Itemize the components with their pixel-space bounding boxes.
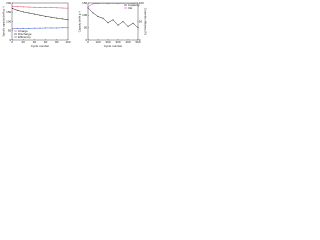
y-tick-label: 100 [82,13,87,17]
x-tick-label: 400 [125,40,130,44]
point [50,16,52,18]
point [97,3,99,5]
point [17,28,19,30]
point [12,8,14,10]
y2-tick-label: 100 [139,1,144,5]
point [28,12,30,14]
point [92,12,94,14]
x-tick-label: 200 [105,40,110,44]
point [45,15,47,17]
legend-label: Discharge [18,32,32,36]
point [132,3,134,5]
point [17,6,19,8]
x-tick-label: 0 [11,40,13,44]
y-tick-label: 200 [6,1,11,5]
y2-axis-label: Coulombic efficiency (%) [143,8,146,36]
point [45,7,47,9]
point [22,6,24,8]
point [12,5,14,7]
point [22,11,24,13]
point [107,22,109,24]
point [39,27,41,29]
y-tick-label: 0 [10,38,12,42]
point [132,22,134,24]
point [28,6,30,8]
x-tick-label: 100 [95,40,100,44]
point [33,27,35,29]
x-tick-label: 40 [33,40,37,44]
y-tick-label: 50 [8,29,12,33]
point [92,3,94,5]
legend-label: Efficiency [18,35,31,39]
point [117,24,119,26]
y-axis-label: Specific capacity (mAh g⁻¹) [3,6,6,37]
point [39,6,41,8]
point [112,19,114,21]
point [50,27,52,29]
point [61,7,63,9]
y2-tick-label: 50 [139,19,143,23]
x-axis-label: Cycle number [104,44,123,48]
point [50,7,52,9]
point [127,25,129,27]
point [67,19,69,21]
y-tick-label: 100 [6,19,11,23]
point [87,6,89,8]
point [33,6,35,8]
x-tick-label: 0 [87,40,89,44]
point [56,7,58,9]
point [137,27,139,29]
series-line [87,7,139,28]
point [112,2,114,4]
point [117,3,119,5]
y-tick-label: 0 [86,38,88,42]
point [67,7,69,9]
point [22,27,24,29]
point [102,2,104,4]
point [39,14,41,16]
point [122,21,124,22]
point [107,3,109,5]
point [137,2,139,4]
point [17,9,19,11]
series-line [12,8,69,20]
x-tick-label: 500 [135,40,140,44]
legend-label: Capacity [128,3,140,7]
y2-tick-label: 0 [139,38,141,42]
point [102,17,104,19]
x-tick-label: 100 [65,40,70,44]
x-tick-label: 20 [22,40,26,44]
y-tick-label: 150 [6,10,11,14]
point [56,27,58,29]
point [61,27,63,29]
point [28,27,30,29]
point [12,28,14,30]
point [61,18,63,20]
x-axis-label: Cycle number [31,44,50,48]
y-tick-label: 50 [84,25,88,29]
x-tick-label: 80 [55,40,59,44]
point [97,16,99,18]
legend-label: CE [128,6,132,10]
x-tick-label: 60 [44,40,48,44]
y-tick-label: 150 [82,1,87,5]
x-tick-label: 300 [115,40,120,44]
point [45,27,47,29]
point [127,2,129,4]
point [67,27,69,29]
point [87,7,89,9]
y-axis-label: Capacity (mAh g⁻¹) [79,11,82,33]
legend-label: Charge [18,29,28,33]
point [122,2,124,4]
point [33,13,35,15]
point [56,17,58,19]
